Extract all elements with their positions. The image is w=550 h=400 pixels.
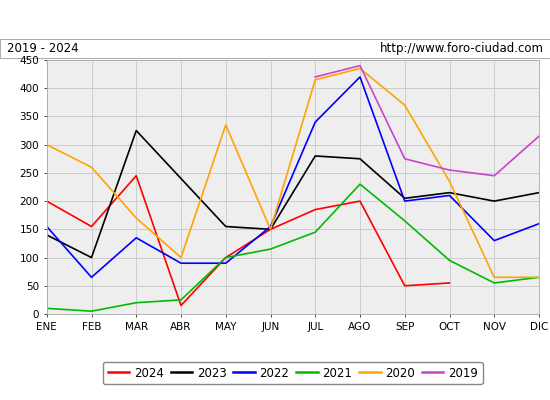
Text: http://www.foro-ciudad.com: http://www.foro-ciudad.com <box>379 42 543 55</box>
Legend: 2024, 2023, 2022, 2021, 2020, 2019: 2024, 2023, 2022, 2021, 2020, 2019 <box>103 362 483 384</box>
Text: 2019 - 2024: 2019 - 2024 <box>7 42 78 55</box>
Text: Evolucion Nº Turistas Nacionales en el municipio de Castildelgado: Evolucion Nº Turistas Nacionales en el m… <box>34 12 516 28</box>
